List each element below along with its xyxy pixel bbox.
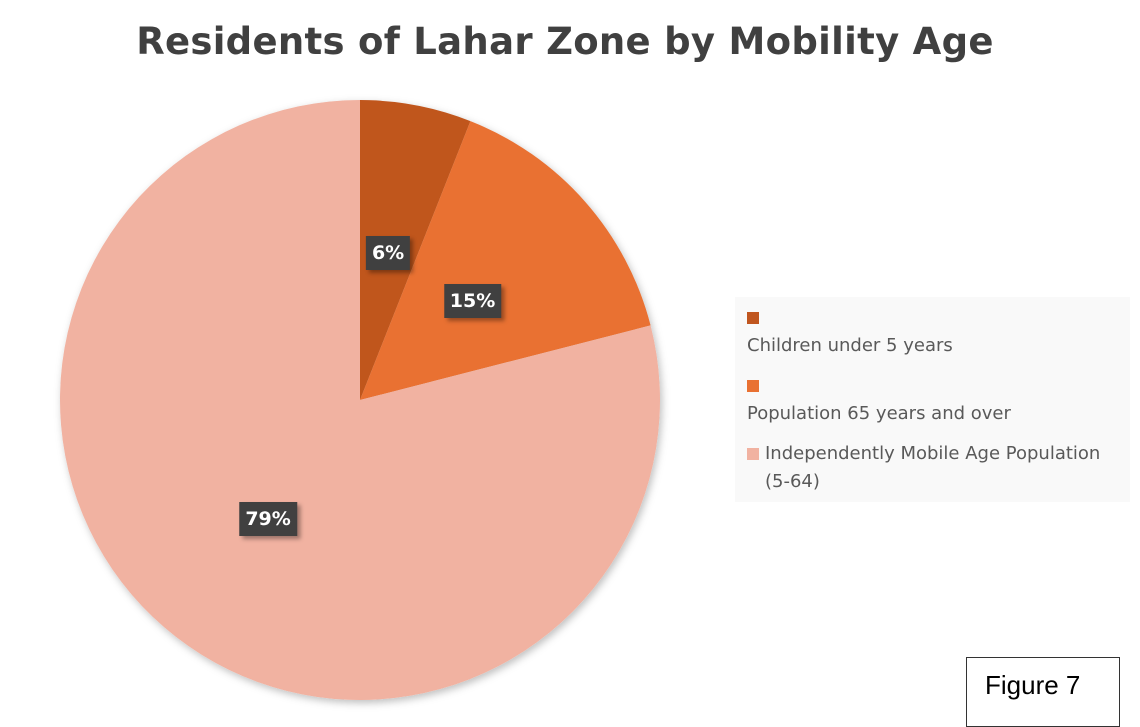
legend-swatch (747, 448, 759, 460)
legend-item-65-plus: Population 65 years and over (747, 372, 1130, 428)
data-label-0: 6% (365, 235, 411, 270)
data-label-1: 15% (443, 283, 502, 318)
data-label-2: 79% (239, 501, 297, 536)
pie-chart (60, 100, 661, 700)
pie-slice-0 (360, 100, 471, 400)
legend: Children under 5 years Population 65 yea… (735, 297, 1130, 502)
chart-title: Residents of Lahar Zone by Mobility Age (136, 20, 994, 63)
legend-item-independent: Independently Mobile Age Population (5-6… (747, 440, 1125, 496)
figure-label: Figure 7 (966, 657, 1120, 727)
legend-swatch (747, 380, 759, 392)
legend-item-children: Children under 5 years (747, 304, 1130, 360)
pie-slice-2 (60, 100, 661, 700)
legend-swatch (747, 312, 759, 324)
pie-slice-1 (360, 121, 651, 401)
